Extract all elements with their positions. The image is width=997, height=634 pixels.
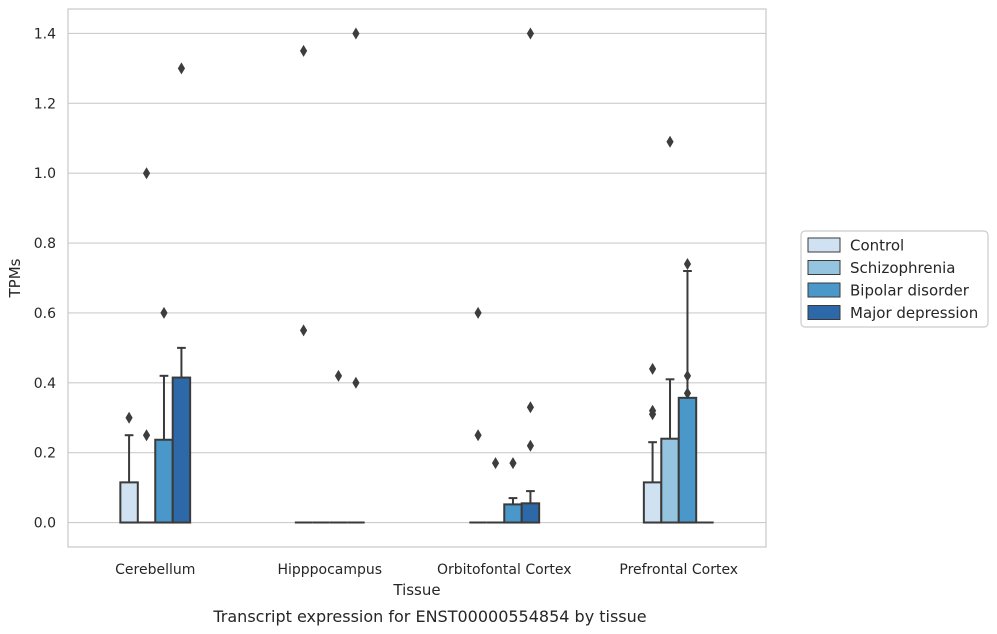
legend: Control Schizophrenia Bipolar disorder Majo…	[800, 230, 989, 328]
legend-swatch	[807, 305, 841, 320]
y-tick-label: 1.4	[34, 26, 56, 42]
outlier-point	[352, 376, 360, 389]
box-rect	[677, 396, 698, 524]
x-axis-title: Tissue	[392, 581, 440, 599]
legend-frame	[800, 230, 989, 328]
legend-label: Schizophrenia	[850, 259, 955, 277]
outlier-point	[125, 411, 133, 424]
box-rect	[119, 481, 139, 524]
box-control	[119, 434, 139, 524]
outlier-point	[648, 362, 657, 375]
legend-swatch	[807, 237, 841, 253]
outlier-point	[683, 258, 692, 271]
x-tick-label: Cerebellum	[115, 562, 195, 578]
outlier-point	[474, 429, 482, 442]
outlier-point	[509, 457, 517, 470]
y-tick-labels: 0.0 0.2 0.4 0.6 0.8 1.0 1.2 1.4	[34, 26, 56, 531]
outlier-point	[334, 369, 343, 382]
outlier-point	[142, 167, 151, 180]
boxes	[119, 270, 714, 524]
outlier-point	[683, 387, 692, 400]
box-rect	[520, 502, 541, 524]
y-tick-label: 0.8	[34, 236, 56, 252]
x-tick-label: Orbitofontal Cortex	[437, 562, 572, 578]
box-rect	[503, 503, 523, 524]
legend-label: Major depression	[850, 304, 978, 322]
outlier-point	[648, 404, 657, 417]
x-tick-labels: Cerebellum Hipppocampus Orbitofontal Corte…	[115, 562, 738, 578]
box-rect	[660, 437, 680, 524]
y-axis-title: TPMs	[6, 258, 24, 298]
outlier-point	[352, 27, 360, 40]
legend-swatch	[807, 260, 841, 275]
box-rect	[642, 481, 663, 524]
outlier-point	[160, 306, 168, 319]
outlier-point	[526, 401, 535, 414]
figure-caption: Transcript expression for ENST0000055485…	[212, 607, 646, 626]
box-major-depression	[171, 346, 192, 524]
outlier-point	[526, 27, 535, 40]
outliers	[125, 27, 692, 470]
box-rect	[154, 438, 174, 524]
box-schizophrenia	[660, 378, 680, 524]
x-tick-label: Hipppocampus	[277, 562, 382, 578]
y-tick-label: 0.4	[34, 376, 56, 392]
y-tick-label: 0.2	[34, 446, 56, 462]
outlier-point	[142, 429, 151, 442]
y-tick-label: 1.2	[34, 96, 56, 112]
box-bipolar-disorder	[154, 374, 174, 524]
outlier-point	[177, 62, 186, 75]
outlier-point	[299, 324, 308, 337]
x-tick-label: Prefrontal Cortex	[619, 562, 738, 578]
outlier-point	[474, 306, 482, 319]
outlier-point	[526, 439, 535, 452]
y-tick-label: 0.0	[34, 516, 56, 532]
box-rect	[171, 376, 192, 524]
outlier-point	[491, 457, 500, 470]
plot-frame	[67, 8, 767, 548]
box-major-depression	[520, 490, 541, 524]
outlier-point	[666, 135, 674, 148]
box-bipolar-disorder	[503, 497, 523, 524]
outlier-point	[683, 369, 692, 382]
outlier-point	[299, 44, 308, 57]
legend-label: Control	[850, 237, 904, 255]
box-control	[642, 441, 663, 524]
y-tick-label: 0.6	[34, 306, 56, 322]
y-tick-label: 1.0	[34, 166, 56, 182]
legend-label: Bipolar disorder	[850, 282, 970, 300]
legend-swatch	[807, 282, 841, 298]
